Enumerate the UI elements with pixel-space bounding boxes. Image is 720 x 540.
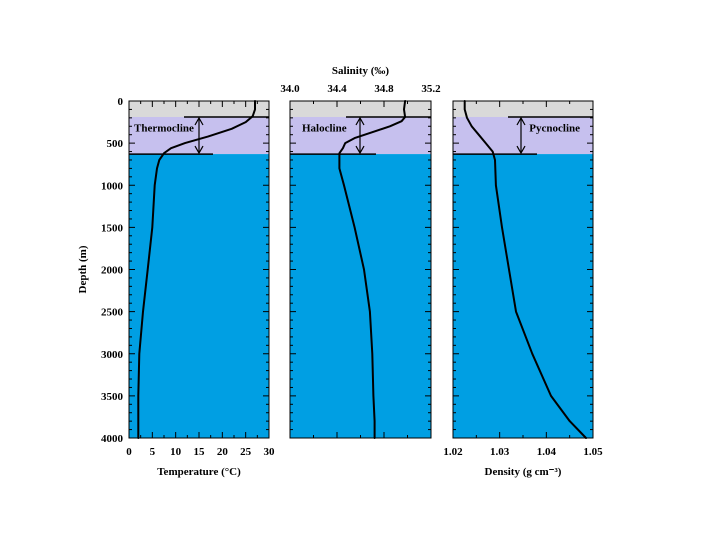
x-tick-label: 0 xyxy=(126,446,132,458)
cline-label: Halocline xyxy=(302,123,347,135)
profile-line xyxy=(137,100,256,439)
x-tick-label: 1.03 xyxy=(490,446,510,458)
y-tick-label: 4000 xyxy=(101,433,124,445)
temperature-panel: 0 5 10 15 20 25 30 Temperature (°C) 0 500 1000 1500… xyxy=(77,96,275,478)
x-tick-label: 1.02 xyxy=(443,446,463,458)
y-axis-title: Depth (m) xyxy=(77,245,89,293)
x-tick-label: 10 xyxy=(170,446,182,458)
density-panel: 1.02 1.03 1.04 1.05 Density (g cm⁻³) Pycnocli… xyxy=(443,100,603,478)
x-tick-label: 35.2 xyxy=(421,83,441,95)
x-axis-title: Temperature (°C) xyxy=(157,466,241,478)
y-tick-label: 0 xyxy=(118,96,124,108)
cline-arrow-head-down xyxy=(194,145,204,155)
surface-mixed-layer xyxy=(129,101,269,118)
salinity-panel: 34.0 34.4 34.8 35.2 Salinity (‰) Halocline xyxy=(280,65,441,439)
y-tick-label: 3000 xyxy=(101,349,124,361)
y-tick-label: 2000 xyxy=(101,265,124,277)
x-tick-label: 25 xyxy=(240,446,252,458)
y-tick-label: 500 xyxy=(107,138,124,150)
cline-label: Thermocline xyxy=(134,123,194,135)
y-tick-label: 1500 xyxy=(101,222,124,234)
x-tick-label: 5 xyxy=(150,446,156,458)
x-tick-label: 1.05 xyxy=(583,446,603,458)
x-axis-title: Density (g cm⁻³) xyxy=(485,466,562,478)
cline-layer xyxy=(453,117,593,155)
surface-mixed-layer xyxy=(290,101,431,118)
cline-arrow-head-down xyxy=(355,145,365,155)
y-tick-label: 3500 xyxy=(101,391,124,403)
x-tick-label: 15 xyxy=(194,446,206,458)
x-tick-label: 34.8 xyxy=(374,83,394,95)
profile-line xyxy=(338,100,407,439)
deep-layer xyxy=(453,154,593,438)
y-tick-label: 2500 xyxy=(101,307,124,319)
cline-arrow-head-up xyxy=(516,116,526,126)
x-tick-label: 20 xyxy=(217,446,229,458)
cline-arrow-head-up xyxy=(355,116,365,126)
x-tick-label: 30 xyxy=(264,446,276,458)
cline-arrow-head-down xyxy=(516,145,526,155)
x-tick-label: 1.04 xyxy=(537,446,557,458)
y-tick-label: 1000 xyxy=(101,180,124,192)
x-axis-title: Salinity (‰) xyxy=(332,65,389,77)
profile-line xyxy=(463,100,587,439)
cline-label: Pycnocline xyxy=(529,123,580,135)
cline-arrow-head-up xyxy=(194,116,204,126)
x-tick-label: 34.4 xyxy=(327,83,347,95)
deep-layer xyxy=(290,154,431,438)
surface-mixed-layer xyxy=(453,101,593,118)
deep-layer xyxy=(129,154,269,438)
x-tick-label: 34.0 xyxy=(280,83,300,95)
